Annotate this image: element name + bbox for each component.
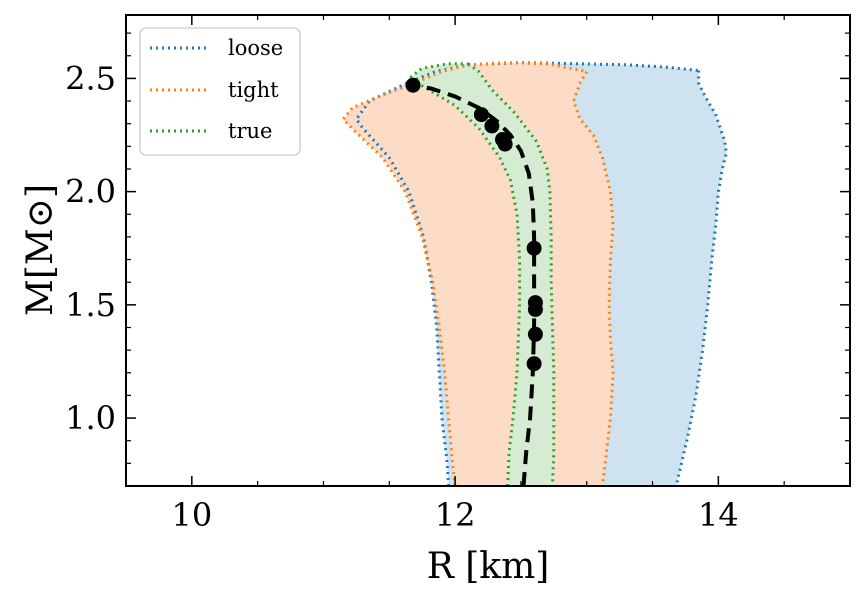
- credible-bands: [341, 61, 728, 487]
- x-tick-label: 14: [698, 496, 739, 534]
- data-point: [526, 240, 542, 256]
- legend-label-tight: tight: [228, 78, 279, 102]
- legend: loose tight true: [139, 27, 301, 156]
- y-tick-label: 2.5: [65, 59, 116, 97]
- y-axis-label: M[M⊙]: [20, 184, 61, 316]
- y-tick-label: 1.5: [65, 286, 116, 324]
- band-bound-left-true: [406, 62, 522, 487]
- y-tick-label: 1.0: [65, 399, 116, 437]
- data-point: [405, 77, 421, 93]
- plot-frame: [125, 14, 851, 487]
- axis-ticks: 10 12 14 1.0 1.5 2.0 2.5: [65, 15, 851, 534]
- band-bound-left-loose: [354, 61, 699, 487]
- band-bound-right-loose: [674, 70, 728, 487]
- legend-label-loose: loose: [228, 36, 283, 60]
- band-fill-true: [409, 63, 554, 486]
- true-curve-layer: [412, 83, 537, 487]
- legend-box: [139, 27, 301, 156]
- x-axis-label: R [km]: [427, 546, 550, 587]
- data-point: [526, 356, 542, 372]
- x-tick-label: 10: [171, 496, 212, 534]
- data-point: [527, 301, 543, 317]
- data-point: [484, 118, 500, 134]
- data-point: [497, 136, 513, 152]
- data-points: [405, 77, 543, 372]
- legend-label-true: true: [228, 119, 272, 143]
- band-bound-right-tight: [572, 70, 615, 487]
- data-point: [527, 326, 543, 342]
- y-tick-label: 2.0: [65, 173, 116, 211]
- true-curve-line: [412, 83, 537, 487]
- data-point: [473, 107, 489, 123]
- x-tick-label: 12: [435, 496, 476, 534]
